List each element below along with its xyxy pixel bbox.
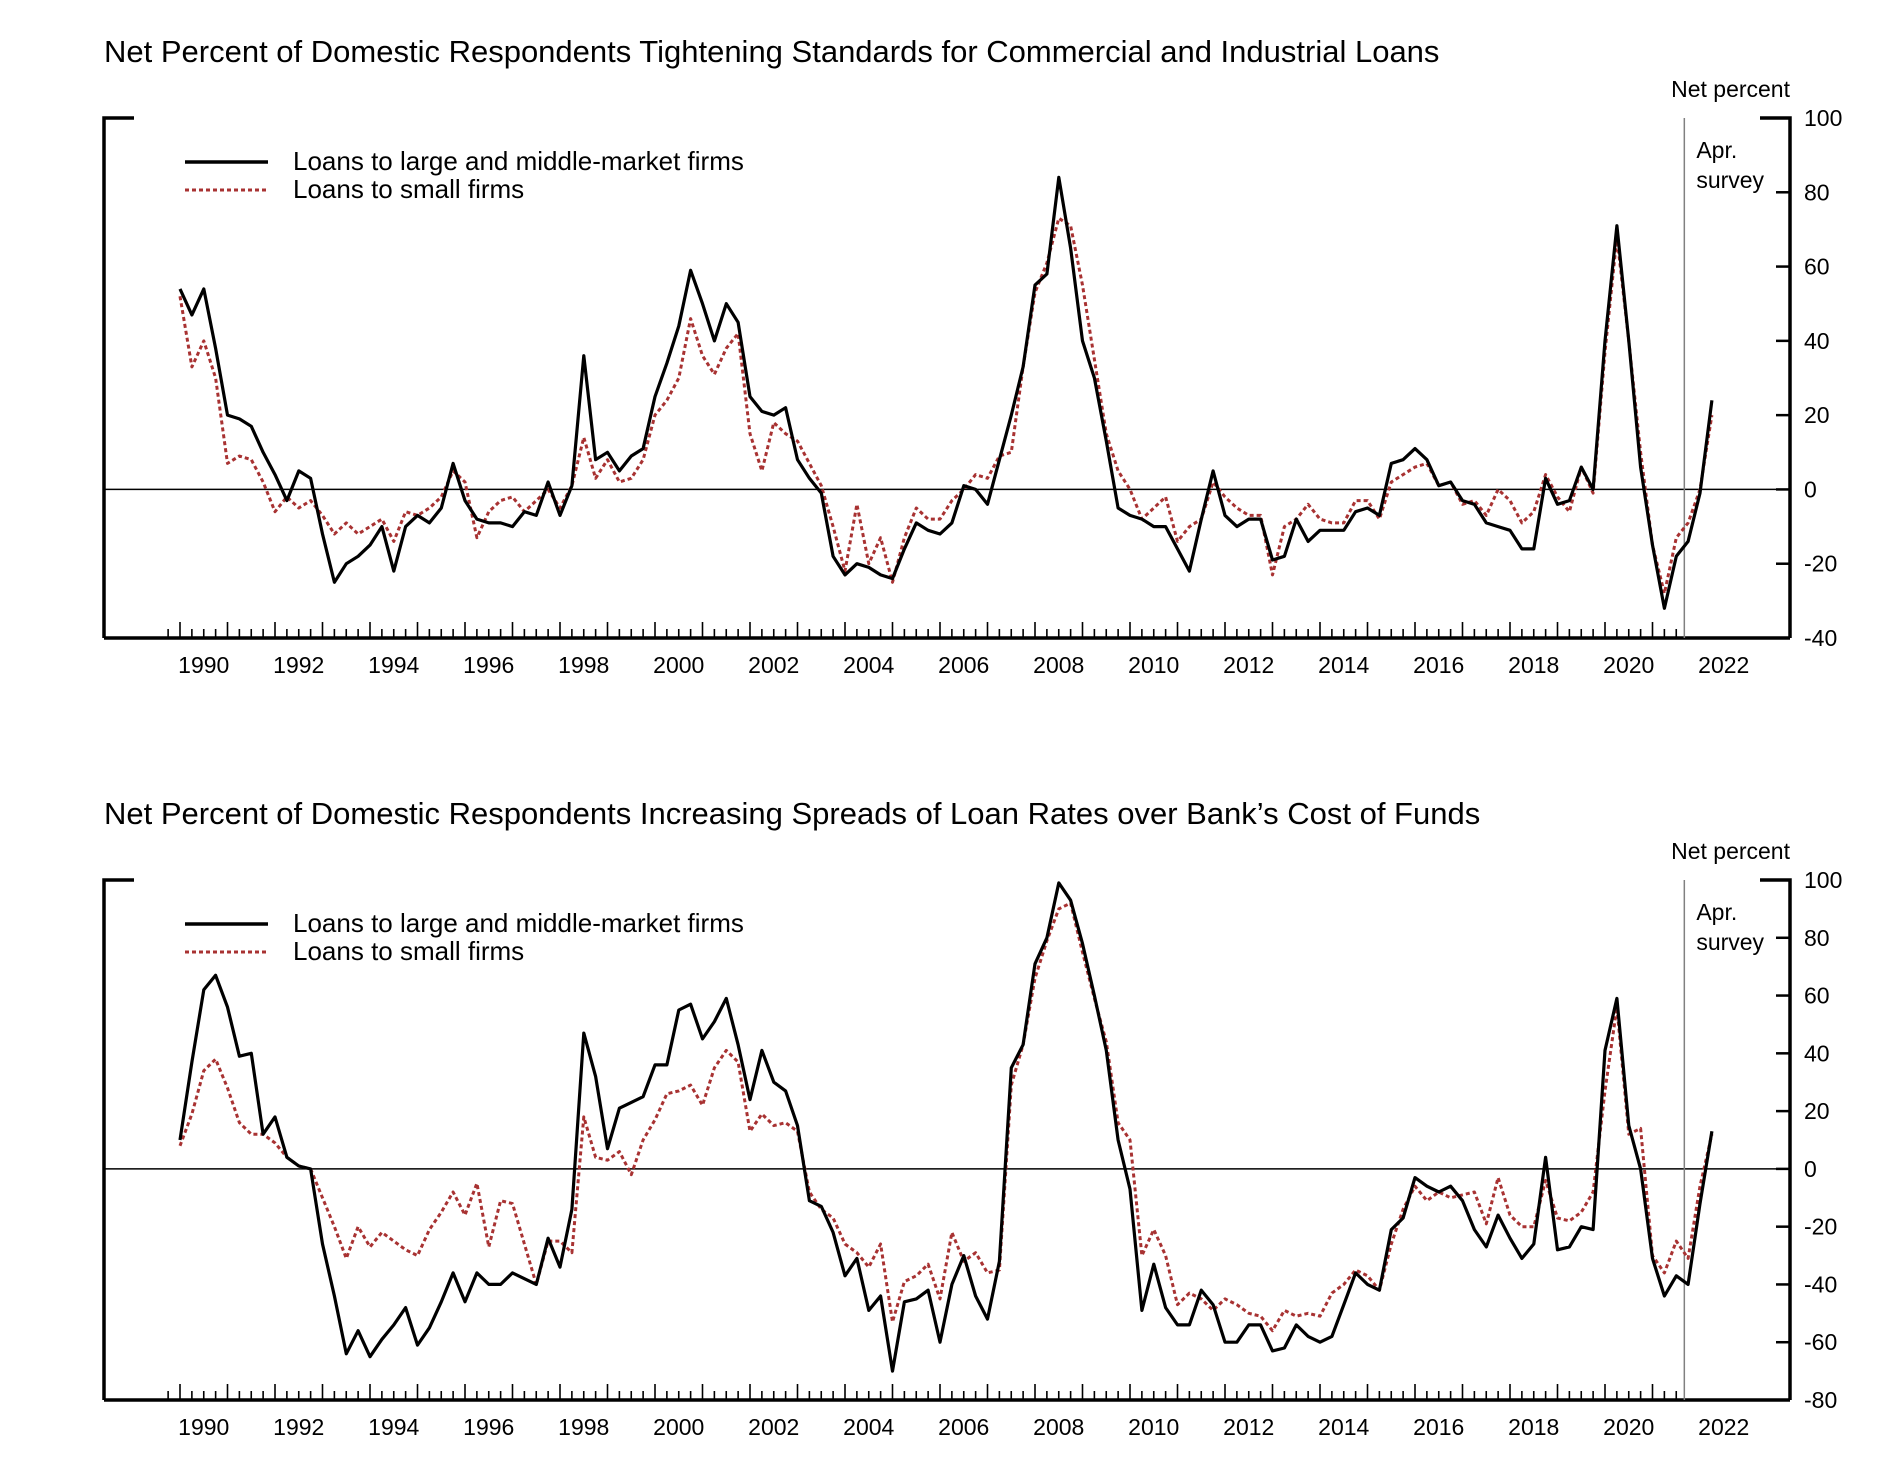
x-tick-label: 1998 — [558, 1414, 609, 1440]
y-tick-label: 20 — [1804, 402, 1830, 428]
x-tick-label: 2002 — [748, 652, 799, 678]
x-tick-label: 1996 — [463, 1414, 514, 1440]
x-tick-label: 1990 — [178, 1414, 229, 1440]
x-tick-label: 2010 — [1128, 1414, 1179, 1440]
chart-panel-tightening-standards: Net Percent of Domestic Respondents Tigh… — [102, 34, 1842, 678]
left-axis-line — [102, 878, 134, 1400]
y-tick-label: -40 — [1804, 1271, 1837, 1297]
x-tick-label: 2010 — [1128, 652, 1179, 678]
y-tick-label: -20 — [1804, 551, 1837, 577]
y-tick-label: -20 — [1804, 1214, 1837, 1240]
x-tick-label: 1990 — [178, 652, 229, 678]
x-tick-label: 2004 — [843, 1414, 894, 1440]
y-tick-label: 100 — [1804, 867, 1842, 893]
series-line-small-firms — [178, 901, 1714, 1333]
x-tick-label: 2014 — [1318, 652, 1369, 678]
x-tick-label: 2020 — [1603, 1414, 1654, 1440]
y-tick-label: -60 — [1804, 1329, 1837, 1355]
x-tick-label: 2022 — [1698, 652, 1749, 678]
chart-panel-loan-spreads: Net Percent of Domestic Respondents Incr… — [102, 796, 1842, 1440]
survey-annotation-line1: Apr. — [1696, 899, 1737, 925]
right-axis-line — [1760, 878, 1792, 1400]
x-tick-label: 2008 — [1033, 652, 1084, 678]
x-tick-label: 2006 — [938, 1414, 989, 1440]
y-tick-label: 0 — [1804, 476, 1817, 502]
survey-annotation-line1: Apr. — [1696, 137, 1737, 163]
y-tick-label: 60 — [1804, 254, 1830, 280]
x-tick-label: 2012 — [1223, 652, 1274, 678]
y-tick-label: 100 — [1804, 105, 1842, 131]
x-tick-label: 2018 — [1508, 1414, 1559, 1440]
x-tick-label: 1998 — [558, 652, 609, 678]
legend-label-small-firms: Loans to small firms — [293, 936, 524, 966]
y-tick-label: 20 — [1804, 1098, 1830, 1124]
x-tick-label: 2020 — [1603, 652, 1654, 678]
series-line-large-middle-market — [178, 175, 1714, 610]
x-tick-label: 2008 — [1033, 1414, 1084, 1440]
x-tick-label: 2016 — [1413, 652, 1464, 678]
x-tick-label: 1992 — [273, 652, 324, 678]
x-tick-label: 1994 — [368, 652, 419, 678]
chart-title: Net Percent of Domestic Respondents Incr… — [104, 796, 1480, 831]
y-tick-label: 80 — [1804, 179, 1830, 205]
series-line-small-firms — [178, 216, 1714, 595]
chart-title: Net Percent of Domestic Respondents Tigh… — [104, 34, 1439, 69]
survey-annotation-line2: survey — [1696, 167, 1764, 193]
x-tick-label: 2006 — [938, 652, 989, 678]
x-tick-label: 2018 — [1508, 652, 1559, 678]
x-tick-label: 2016 — [1413, 1414, 1464, 1440]
left-axis-line — [102, 116, 134, 638]
y-tick-label: 40 — [1804, 328, 1830, 354]
x-tick-label: 1996 — [463, 652, 514, 678]
y-tick-label: -40 — [1804, 625, 1837, 651]
y-tick-label: 40 — [1804, 1040, 1830, 1066]
x-tick-label: 2002 — [748, 1414, 799, 1440]
x-tick-label: 2022 — [1698, 1414, 1749, 1440]
survey-annotation-line2: survey — [1696, 929, 1764, 955]
x-tick-label: 1992 — [273, 1414, 324, 1440]
y-tick-label: -80 — [1804, 1387, 1837, 1413]
y-tick-label: 0 — [1804, 1156, 1817, 1182]
x-tick-label: 2004 — [843, 652, 894, 678]
y-tick-label: 80 — [1804, 925, 1830, 951]
x-tick-label: 2000 — [653, 652, 704, 678]
legend-label-large-middle-market: Loans to large and middle-market firms — [293, 908, 744, 938]
x-tick-label: 1994 — [368, 1414, 419, 1440]
x-tick-label: 2012 — [1223, 1414, 1274, 1440]
legend-label-small-firms: Loans to small firms — [293, 174, 524, 204]
legend-label-large-middle-market: Loans to large and middle-market firms — [293, 146, 744, 176]
y-axis-unit-label: Net percent — [1671, 76, 1791, 102]
x-tick-label: 2000 — [653, 1414, 704, 1440]
y-axis-unit-label: Net percent — [1671, 838, 1791, 864]
x-tick-label: 2014 — [1318, 1414, 1369, 1440]
right-axis-line — [1760, 116, 1792, 638]
y-tick-label: 60 — [1804, 983, 1830, 1009]
series-line-large-middle-market — [178, 881, 1714, 1373]
